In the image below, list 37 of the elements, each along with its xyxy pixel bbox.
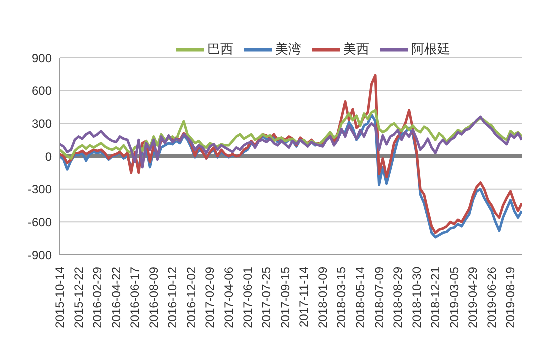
x-tick-label: 2018-10-30 xyxy=(410,266,424,328)
x-tick-label: 2018-12-21 xyxy=(428,266,443,328)
x-tick-label: 2018-03-15 xyxy=(334,266,349,328)
legend-label: 阿根廷 xyxy=(412,41,450,56)
y-tick-label: -600 xyxy=(28,215,52,230)
y-tick-label: -900 xyxy=(28,248,52,262)
x-tick-label: 2018-05-14 xyxy=(353,266,368,328)
x-tick-label: 2018-08-29 xyxy=(391,266,406,328)
y-tick-label: -300 xyxy=(28,182,52,197)
x-tick-label: 2016-10-12 xyxy=(166,266,180,328)
x-tick-label: 2015-10-14 xyxy=(53,266,67,328)
x-tick-label: 2019-06-26 xyxy=(484,266,499,328)
x-tick-label: 2016-04-22 xyxy=(109,266,124,328)
y-tick-label: 900 xyxy=(32,51,52,66)
x-tick-label: 2017-09-15 xyxy=(278,266,292,328)
x-tick-label: 2016-02-29 xyxy=(90,266,105,328)
x-tick-label: 2019-08-19 xyxy=(504,266,518,328)
x-tick-label: 2018-01-09 xyxy=(316,266,330,328)
legend-label: 美湾 xyxy=(276,41,302,56)
x-tick-label: 2017-02-09 xyxy=(203,266,218,328)
y-tick-label: 300 xyxy=(32,116,52,131)
line-series xyxy=(60,116,522,169)
x-tick-label: 2017-07-25 xyxy=(260,266,274,328)
x-tick-label: 2019-03-05 xyxy=(447,266,462,328)
x-tick-label: 2015-12-22 xyxy=(72,266,86,328)
y-tick-label: 600 xyxy=(32,84,52,98)
x-tick-label: 2017-11-14 xyxy=(297,266,312,328)
x-tick-label: 2016-12-02 xyxy=(184,266,198,328)
x-tick-label: 2019-04-29 xyxy=(466,266,480,328)
x-tick-label: 2017-04-06 xyxy=(222,266,236,328)
x-tick-label: 2016-08-09 xyxy=(146,266,161,328)
x-tick-label: 2017-06-01 xyxy=(240,266,255,328)
y-tick-label: 0 xyxy=(45,150,52,164)
legend-label: 美西 xyxy=(344,41,370,56)
x-tick-label: 2016-06-17 xyxy=(128,266,142,328)
x-tick-label: 2018-07-09 xyxy=(372,266,386,328)
legend-label: 巴西 xyxy=(208,41,234,56)
